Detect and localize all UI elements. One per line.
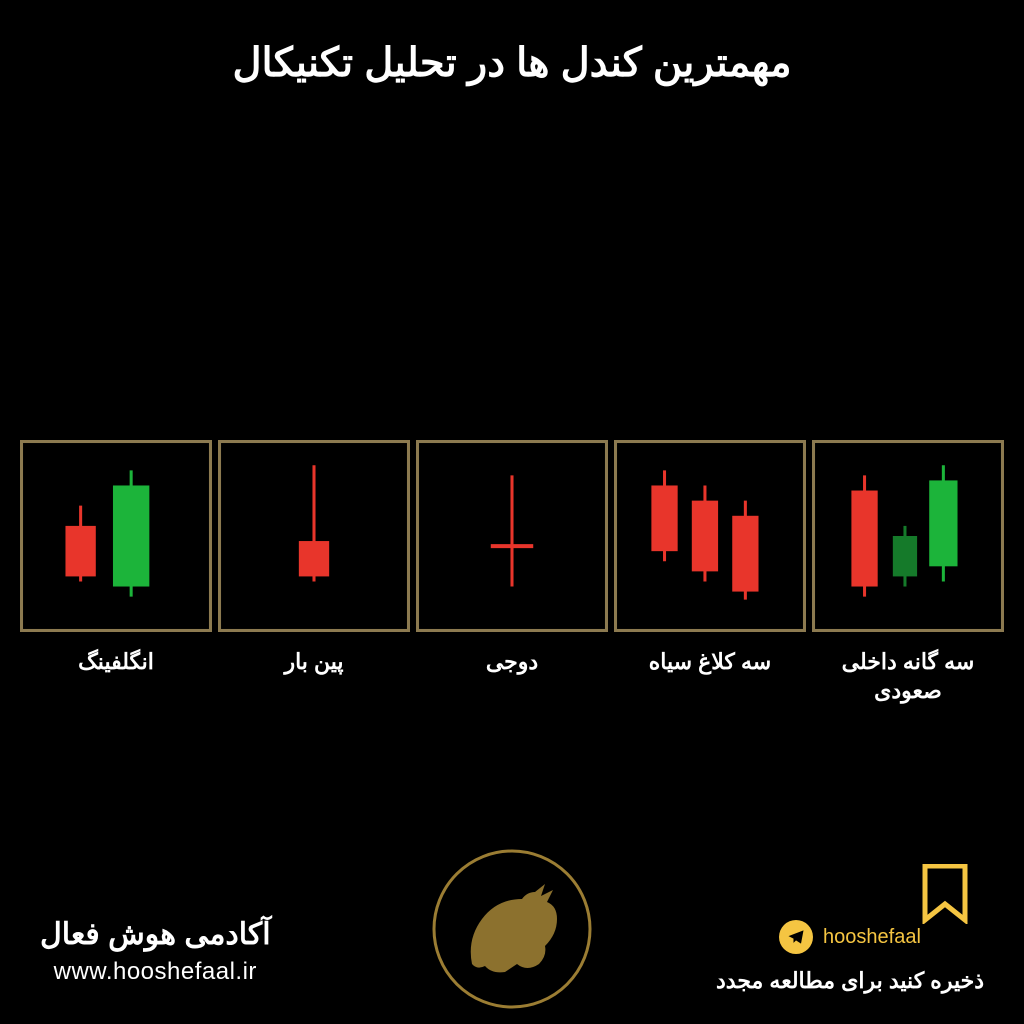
panel-three_inside_up: [812, 440, 1004, 632]
page-title: مهمترین کندل ها در تحلیل تکنیکال: [0, 0, 1024, 86]
social-handle: hooshefaal: [823, 926, 921, 949]
pattern-panels: [20, 440, 1004, 632]
brand-name: آکادمی هوش فعال: [40, 917, 271, 952]
telegram-icon: [779, 920, 813, 954]
panel-three_crows: [614, 440, 806, 632]
label-three_inside_up: سه گانه داخلی صعودی: [812, 640, 1004, 705]
social-block: hooshefaal ذخیره کنید برای مطالعه مجدد: [716, 920, 984, 994]
pattern-labels: انگلفینگپین باردوجیسه کلاغ سیاهسه گانه د…: [20, 640, 1004, 705]
brand-block: آکادمی هوش فعال www.hooshefaal.ir: [40, 917, 271, 986]
social-row: hooshefaal: [716, 920, 984, 954]
footer: آکادمی هوش فعال www.hooshefaal.ir hooshe…: [0, 854, 1024, 1024]
label-doji: دوجی: [416, 640, 608, 705]
panel-pinbar: [218, 440, 410, 632]
label-engulfing: انگلفینگ: [20, 640, 212, 705]
label-pinbar: پین بار: [218, 640, 410, 705]
panel-engulfing: [20, 440, 212, 632]
save-text: ذخیره کنید برای مطالعه مجدد: [716, 968, 984, 994]
panel-doji: [416, 440, 608, 632]
label-three_crows: سه کلاغ سیاه: [614, 640, 806, 705]
brand-url: www.hooshefaal.ir: [40, 958, 271, 986]
bookmark-icon: [921, 864, 969, 924]
brand-logo: [427, 844, 597, 1014]
